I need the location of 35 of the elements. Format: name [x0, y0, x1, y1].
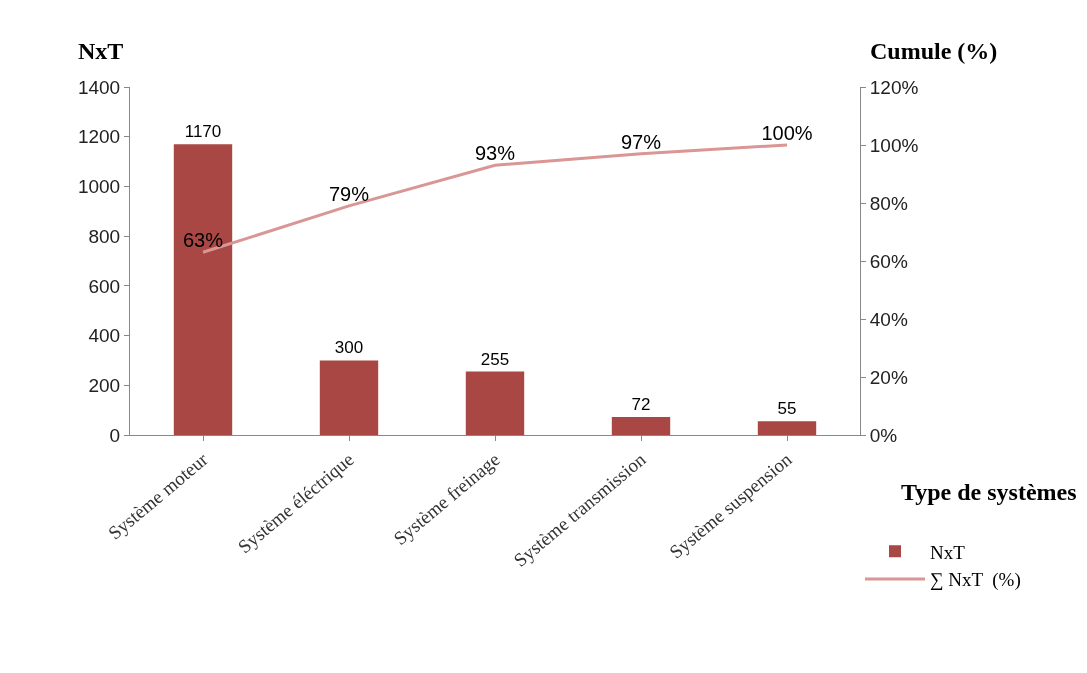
data-label: 55	[777, 399, 797, 419]
x-axis-title: Type de systèmes	[901, 479, 1077, 505]
data-label: 79%	[328, 182, 370, 205]
y2-tick-label: 120%	[869, 76, 919, 98]
y-tick-label: 1000	[77, 176, 121, 198]
legend-label: ∑ NxT (%)	[930, 569, 1021, 592]
data-label: 1170	[184, 122, 222, 142]
y2-tick-label: 0%	[869, 424, 898, 446]
legend-label: NxT	[930, 541, 966, 563]
y-tick-label: 800	[88, 225, 121, 247]
y2-tick-label: 40%	[869, 308, 908, 330]
y2-tick-label: 20%	[869, 366, 908, 388]
data-label: 300	[334, 338, 364, 358]
bar	[319, 360, 379, 435]
data-label: 72	[631, 395, 651, 415]
y-tick-label: 400	[88, 325, 121, 347]
y-tick-label: 200	[88, 374, 121, 396]
y-tick-label: 1400	[77, 76, 121, 98]
data-label: 97%	[620, 130, 662, 153]
bar	[757, 421, 817, 435]
y2-tick-label: 80%	[869, 192, 908, 214]
y2-tick-label: 100%	[869, 134, 919, 156]
bar	[465, 371, 525, 435]
y-tick-label: 1200	[77, 126, 121, 148]
y2-axis-title: Cumule (%)	[870, 38, 998, 64]
data-label: 255	[480, 349, 510, 369]
y-axis-title: NxT	[78, 38, 124, 64]
bar	[173, 144, 233, 435]
y-tick-label: 0	[109, 424, 121, 446]
y-tick-label: 600	[88, 275, 121, 297]
data-label: 63%	[182, 229, 224, 252]
data-label: 100%	[761, 122, 813, 144]
data-label: 93%	[474, 142, 516, 165]
bar	[611, 417, 671, 435]
y2-tick-label: 60%	[869, 250, 908, 272]
